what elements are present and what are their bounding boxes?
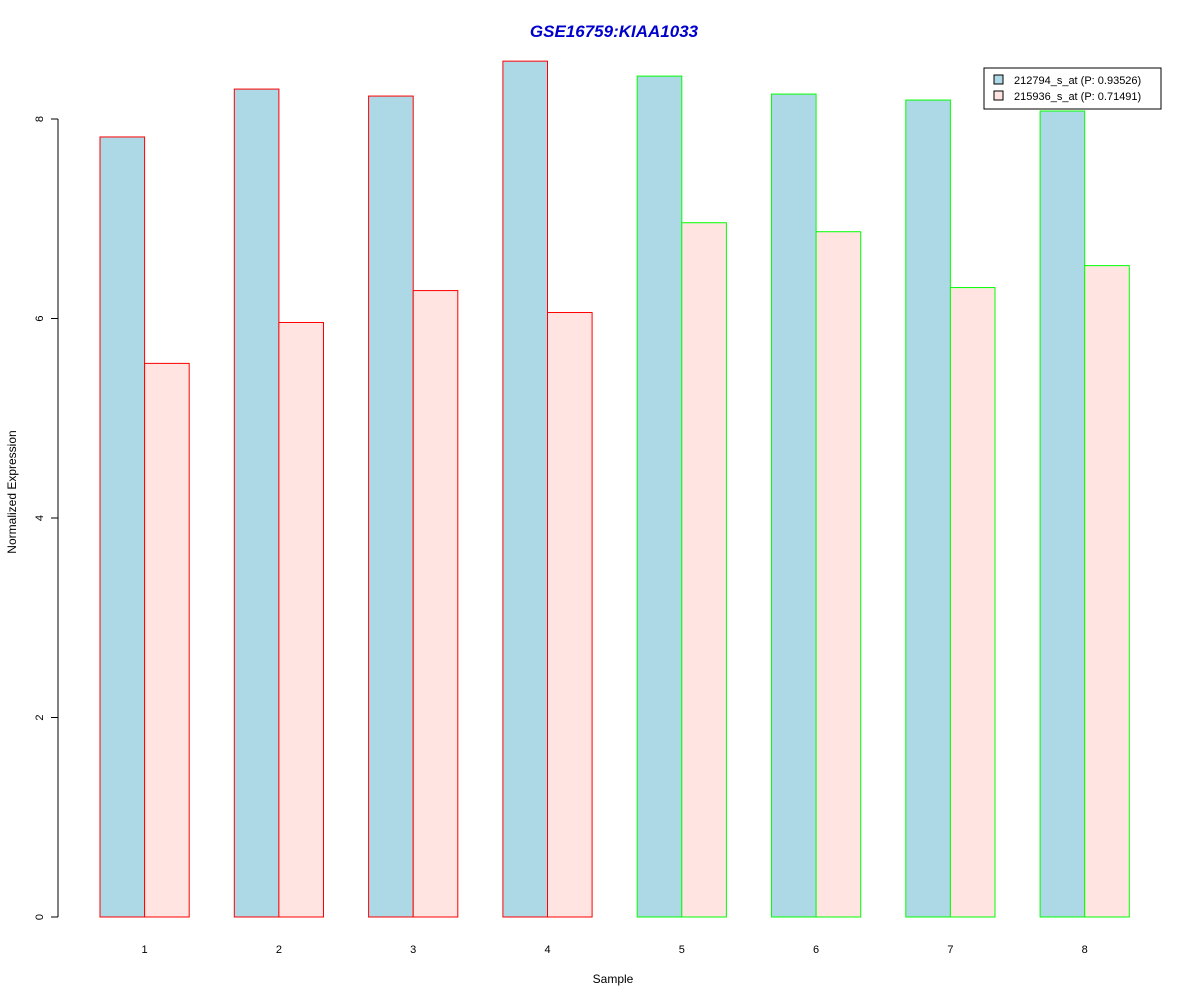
bar-sample-3-series-2 bbox=[412, 290, 459, 918]
x-tick-label: 2 bbox=[276, 944, 282, 956]
bar-sample-4-series-2 bbox=[547, 312, 593, 918]
legend-label-1: 212794_s_at (P: 0.93526) bbox=[1014, 75, 1141, 87]
x-tick-label: 4 bbox=[544, 944, 550, 956]
x-axis-title: Sample bbox=[593, 972, 634, 986]
bar-sample-2-series-2 bbox=[278, 321, 324, 918]
y-tick-label: 8 bbox=[34, 116, 46, 122]
y-tick-label: 6 bbox=[34, 315, 46, 321]
y-axis-title: Normalized Expression bbox=[5, 430, 19, 553]
x-tick-label: 1 bbox=[142, 944, 148, 956]
legend-label-2: 215936_s_at (P: 0.71491) bbox=[1014, 91, 1141, 103]
x-tick-label: 5 bbox=[679, 944, 685, 956]
legend-swatch-1 bbox=[993, 74, 1004, 85]
x-tick-label: 3 bbox=[410, 944, 416, 956]
bar-sample-4-series-1 bbox=[502, 60, 548, 918]
legend-box bbox=[983, 67, 1162, 110]
bars-group bbox=[99, 60, 1130, 918]
bar-sample-6-series-1 bbox=[771, 93, 817, 918]
bar-sample-5-series-1 bbox=[636, 75, 683, 918]
y-tick-label: 0 bbox=[34, 914, 46, 920]
legend: 212794_s_at (P: 0.93526) 215936_s_at (P: … bbox=[983, 67, 1162, 110]
chart-title: GSE16759:KIAA1033 bbox=[530, 22, 699, 41]
bar-sample-8-series-1 bbox=[1039, 110, 1086, 918]
bar-sample-2-series-1 bbox=[233, 88, 280, 918]
legend-swatch-2 bbox=[993, 90, 1004, 101]
bar-sample-6-series-2 bbox=[815, 231, 862, 918]
y-axis: 0 2 4 6 8 bbox=[34, 116, 59, 920]
bar-sample-1-series-2 bbox=[144, 362, 190, 918]
y-tick-label: 2 bbox=[34, 714, 46, 720]
bar-sample-5-series-2 bbox=[681, 222, 727, 918]
x-tick-label: 8 bbox=[1082, 944, 1088, 956]
bar-sample-7-series-1 bbox=[905, 99, 951, 918]
bar-sample-1-series-1 bbox=[99, 136, 146, 918]
bar-sample-3-series-1 bbox=[368, 95, 414, 918]
bar-sample-7-series-2 bbox=[949, 287, 996, 918]
y-tick-label: 4 bbox=[34, 515, 46, 521]
bar-sample-8-series-2 bbox=[1084, 265, 1130, 918]
x-tick-label: 7 bbox=[947, 944, 953, 956]
x-tick-label: 6 bbox=[813, 944, 819, 956]
x-tick-labels: 1 2 3 4 5 6 7 8 bbox=[142, 944, 1088, 956]
